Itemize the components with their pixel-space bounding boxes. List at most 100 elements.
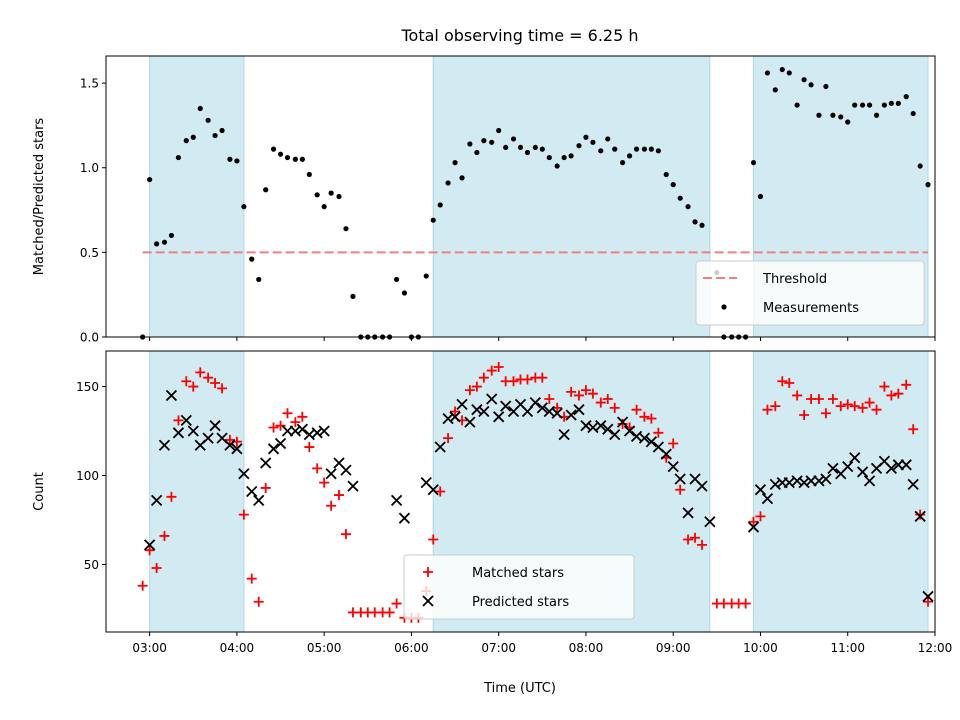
x-tick-label: 12:00 <box>918 641 953 655</box>
matched-star-marker <box>740 598 751 609</box>
matched-star-marker <box>181 376 192 387</box>
measurement-point <box>467 141 473 147</box>
measurement-point <box>677 195 683 201</box>
measurement-point <box>510 136 517 142</box>
legend-measurement-swatch <box>721 304 727 310</box>
matched-star-marker <box>857 402 868 413</box>
count-panel: 50 100 150 03:00 04:00 05:00 06:00 07:00 08:00 09… <box>32 350 953 655</box>
x-tick-label: 03:00 <box>132 641 167 655</box>
measurement-point <box>808 82 814 88</box>
measurement-point <box>779 66 785 73</box>
measurement-point <box>910 110 916 117</box>
measurement-point <box>234 158 240 164</box>
measurement-point <box>474 149 480 156</box>
predicted-star-marker <box>754 484 767 496</box>
matched-star-marker <box>827 394 838 405</box>
matched-star-marker <box>587 388 598 399</box>
matched-star-marker <box>253 596 264 607</box>
matched-star-marker <box>813 394 824 405</box>
predicted-star-marker <box>769 478 781 491</box>
measurement-point <box>197 105 203 112</box>
predicted-star-marker <box>674 473 686 485</box>
predicted-star-marker <box>289 425 301 437</box>
x-tick-label: 06:00 <box>394 641 429 655</box>
measurement-point <box>794 102 800 108</box>
y-tick-label: 100 <box>76 469 99 483</box>
matched-star-marker <box>784 378 795 389</box>
measurement-point <box>852 102 858 108</box>
matched-star-marker <box>683 534 694 545</box>
predicted-star-marker <box>158 439 171 451</box>
matched-star-marker <box>151 562 162 573</box>
measurement-point <box>838 114 844 120</box>
y-tick-label: 0.0 <box>80 331 99 345</box>
series-predicted-stars <box>143 389 934 603</box>
matched-star-marker <box>333 490 344 501</box>
predicted-star-marker <box>900 459 912 471</box>
matched-star-marker <box>268 422 279 433</box>
measurement-point <box>336 193 342 200</box>
matched-star-marker <box>864 397 875 408</box>
measurement-point <box>546 154 552 161</box>
measurement-point <box>328 190 334 196</box>
matched-star-marker <box>901 379 912 390</box>
x-axis-label: Time (UTC) <box>483 681 556 696</box>
matched-star-marker <box>203 372 214 383</box>
measurement-point <box>816 112 822 118</box>
matched-star-marker <box>340 529 351 540</box>
measurement-point <box>459 175 465 181</box>
matched-star-marker <box>464 385 475 396</box>
measurement-point <box>350 293 356 299</box>
predicted-star-marker <box>704 516 716 528</box>
legend-label: Predicted stars <box>472 595 569 610</box>
matched-star-marker <box>537 372 548 383</box>
x-tick-label: 09:00 <box>656 641 691 655</box>
legend-box <box>695 260 925 326</box>
measurement-point <box>503 144 509 151</box>
measurement-point <box>685 204 691 210</box>
measurement-point <box>772 87 778 93</box>
legend-label: Measurements <box>763 301 859 316</box>
series-measurements <box>140 66 931 340</box>
measurement-point <box>175 154 182 161</box>
y-tick-label: 1.5 <box>80 77 99 91</box>
measurement-point <box>823 83 829 90</box>
matched-star-marker <box>820 408 831 419</box>
measurement-point <box>430 217 436 223</box>
predicted-star-marker <box>638 432 651 444</box>
matched-star-marker <box>312 463 323 474</box>
measurement-point <box>205 117 211 123</box>
matched-star-marker <box>697 539 708 550</box>
legend-predicted-swatch <box>422 595 434 607</box>
predicted-star-marker <box>580 420 592 432</box>
predicted-star-marker <box>602 423 614 435</box>
measurement-point <box>393 276 400 283</box>
predicted-star-marker <box>209 420 221 432</box>
measurement-point <box>801 77 807 83</box>
predicted-star-marker <box>231 443 243 455</box>
predicted-star-marker <box>696 480 708 492</box>
predicted-star-marker <box>486 393 498 405</box>
matched-star-marker <box>282 408 293 419</box>
matched-star-marker <box>849 401 860 412</box>
measurement-point <box>241 204 247 210</box>
measurement-point <box>284 154 291 161</box>
predicted-star-marker <box>340 464 352 476</box>
predicted-star-marker <box>885 462 898 475</box>
measurement-point <box>249 256 255 262</box>
matched-star-marker <box>842 399 853 410</box>
predicted-star-marker <box>427 484 439 496</box>
measurement-point <box>619 160 626 166</box>
measurement-point <box>764 70 771 76</box>
legend: Threshold Measurements <box>695 260 925 326</box>
measurement-point <box>655 148 661 154</box>
predicted-star-marker <box>442 412 454 425</box>
matched-star-marker <box>246 573 257 584</box>
predicted-star-marker <box>761 492 774 505</box>
predicted-star-marker <box>493 411 505 423</box>
measurement-point <box>670 182 676 188</box>
predicted-star-marker <box>238 468 250 480</box>
matched-star-marker <box>544 394 555 405</box>
matched-star-marker <box>326 500 337 511</box>
predicted-star-marker <box>573 404 585 416</box>
